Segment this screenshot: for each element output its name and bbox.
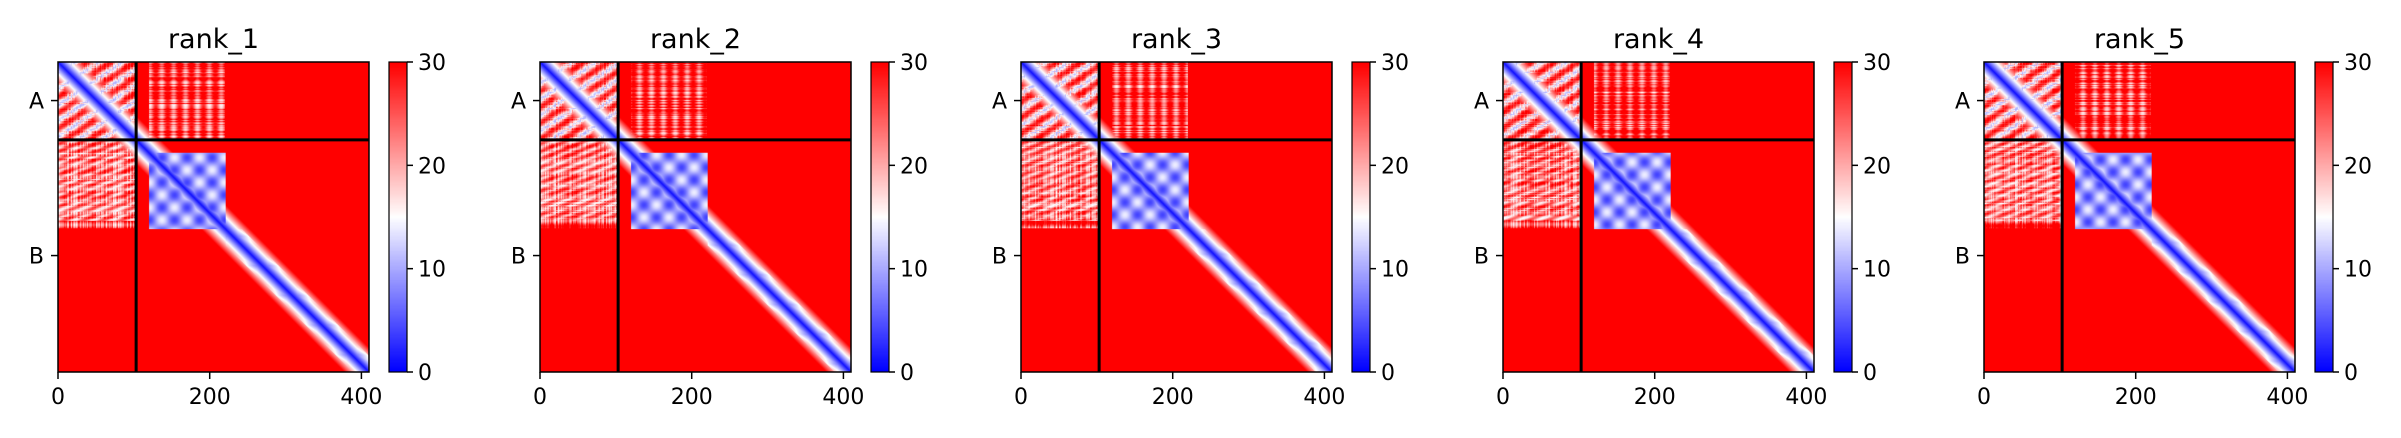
heatmap-image (1984, 62, 2295, 372)
colorbar-frame (1351, 61, 1371, 373)
colorbar-tick-label: 0 (418, 361, 432, 386)
x-tick-label: 200 (189, 385, 231, 410)
chain-label: A (992, 90, 1007, 115)
heatmap-panel: rank_1 0 200 400 A B 0 10 20 30 (0, 0, 480, 438)
x-tick-label: 200 (670, 385, 712, 410)
colorbar-tick-label: 10 (418, 258, 446, 283)
heatmap-svg: rank_4 0 200 400 A B 0 10 20 30 (1473, 24, 1891, 410)
chain-label: B (992, 245, 1007, 270)
x-tick-label: 400 (1785, 385, 1827, 410)
colorbar-tick-label: 0 (1863, 361, 1877, 386)
axes-frame (1501, 61, 1815, 373)
heatmap-image (1502, 62, 1814, 372)
panel-title: rank_3 (1131, 24, 1222, 55)
x-tick-label: 200 (1152, 385, 1194, 410)
chain-label: A (29, 90, 44, 115)
heatmap-image (539, 62, 851, 372)
colorbar-tick-label: 30 (2344, 51, 2372, 76)
colorbar-tick-label: 0 (1381, 361, 1395, 386)
colorbar-gradient (389, 62, 407, 372)
x-tick-label: 0 (51, 385, 65, 410)
colorbar-tick-label: 10 (1863, 258, 1891, 283)
panel-title: rank_1 (168, 24, 259, 55)
x-tick-label: 200 (2115, 385, 2157, 410)
chain-label: B (29, 245, 44, 270)
x-tick-label: 0 (1977, 385, 1991, 410)
colorbar-gradient (1352, 62, 1370, 372)
colorbar-tick-label: 30 (418, 51, 446, 76)
chain-label: B (510, 245, 525, 270)
x-tick-label: 0 (1496, 385, 1510, 410)
x-tick-label: 400 (340, 385, 382, 410)
colorbar-tick-label: 20 (1381, 154, 1409, 179)
heatmap-svg: rank_3 0 200 400 A B 0 10 20 30 (992, 24, 1409, 410)
colorbar-gradient (1833, 62, 1852, 372)
colorbar-tick-label: 0 (900, 361, 914, 386)
chain-label: A (1473, 90, 1488, 115)
colorbar-tick-label: 20 (2344, 154, 2372, 179)
colorbar-tick-label: 20 (1863, 154, 1891, 179)
panel-title: rank_2 (649, 24, 740, 55)
axes-frame (57, 61, 370, 373)
colorbar-frame (2314, 61, 2334, 373)
heatmap-image (58, 62, 369, 372)
chain-label: B (1473, 245, 1488, 270)
colorbar-tick-label: 20 (418, 154, 446, 179)
colorbar-tick-label: 30 (1863, 51, 1891, 76)
colorbar-tick-label: 0 (2344, 361, 2358, 386)
colorbar-frame (869, 61, 890, 373)
x-tick-label: 0 (1014, 385, 1028, 410)
axes-frame (1020, 61, 1333, 373)
colorbar-gradient (2315, 62, 2333, 372)
heatmap-panel: rank_4 0 200 400 A B 0 10 20 30 (1445, 0, 1925, 438)
colorbar-tick-label: 10 (900, 258, 928, 283)
heatmap-panel: rank_5 0 200 400 A B 0 10 20 30 (1926, 0, 2401, 438)
colorbar-tick-label: 20 (900, 154, 928, 179)
colorbar-tick-label: 30 (900, 51, 928, 76)
chain-label: A (1955, 90, 1970, 115)
x-tick-label: 400 (822, 385, 864, 410)
axes-frame (538, 61, 852, 373)
heatmap-panel: rank_3 0 200 400 A B 0 10 20 30 (963, 0, 1443, 438)
heatmap-image (1021, 62, 1332, 372)
chain-label: B (1955, 245, 1970, 270)
colorbar-frame (388, 61, 408, 373)
colorbar-tick-label: 30 (1381, 51, 1409, 76)
x-tick-label: 400 (1303, 385, 1345, 410)
x-tick-label: 0 (533, 385, 547, 410)
heatmap-svg: rank_2 0 200 400 A B 0 10 20 30 (510, 24, 928, 410)
x-tick-label: 400 (2266, 385, 2308, 410)
panel-title: rank_4 (1612, 24, 1703, 55)
colorbar-tick-label: 10 (2344, 258, 2372, 283)
x-tick-label: 200 (1633, 385, 1675, 410)
axes-frame (1983, 61, 2296, 373)
panel-title: rank_5 (2094, 24, 2185, 55)
colorbar-tick-label: 10 (1381, 258, 1409, 283)
chain-label: A (510, 90, 525, 115)
colorbar-frame (1832, 61, 1853, 373)
colorbar-gradient (870, 62, 889, 372)
heatmap-svg: rank_1 0 200 400 A B 0 10 20 30 (29, 24, 446, 410)
heatmap-svg: rank_5 0 200 400 A B 0 10 20 30 (1955, 24, 2372, 410)
heatmap-panel: rank_2 0 200 400 A B 0 10 20 30 (482, 0, 962, 438)
